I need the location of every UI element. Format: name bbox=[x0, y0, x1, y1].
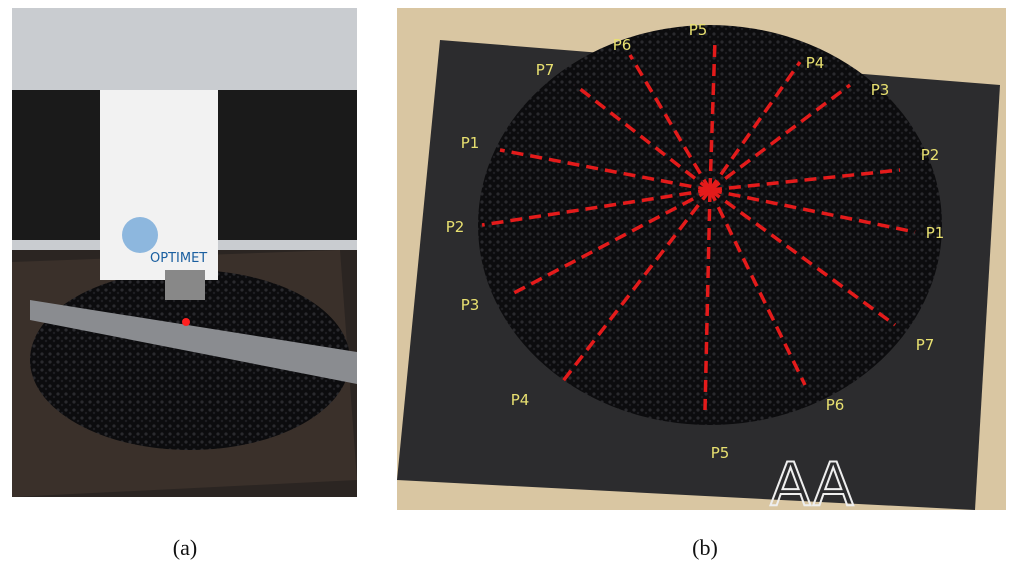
point-label: P6 bbox=[826, 396, 845, 414]
figure: OPTIMET AA (a) (b) P6 P5 P4 P3 P2 P1 P7 P6 P5 P4 P… bbox=[0, 0, 1020, 563]
photo-a: OPTIMET bbox=[12, 8, 357, 497]
point-label: P4 bbox=[806, 54, 825, 72]
chalk-mark: AA bbox=[770, 450, 854, 520]
point-label: P3 bbox=[871, 81, 890, 99]
caption: (a) bbox=[173, 535, 197, 560]
point-label: P5 bbox=[689, 21, 708, 39]
photo-b: AA bbox=[397, 8, 1006, 520]
point-label: P2 bbox=[446, 218, 465, 236]
point-label: P5 bbox=[711, 444, 730, 462]
point-label: P1 bbox=[926, 224, 945, 242]
caption: (b) bbox=[692, 535, 718, 560]
point-label: P4 bbox=[511, 391, 530, 409]
point-label: P2 bbox=[921, 146, 940, 164]
point-label: P1 bbox=[461, 134, 480, 152]
point-label: P3 bbox=[461, 296, 480, 314]
point-label: P7 bbox=[536, 61, 555, 79]
point-label: P7 bbox=[916, 336, 935, 354]
point-label: P6 bbox=[613, 36, 632, 54]
brand: OPTIMET bbox=[150, 251, 207, 266]
